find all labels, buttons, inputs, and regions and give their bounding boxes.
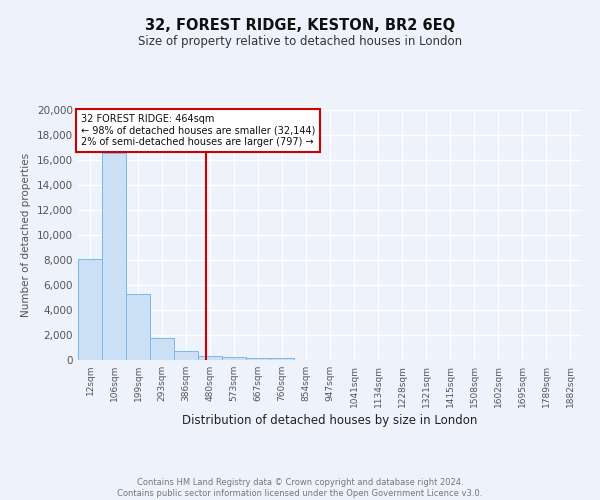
Text: Contains HM Land Registry data © Crown copyright and database right 2024.
Contai: Contains HM Land Registry data © Crown c… [118, 478, 482, 498]
Text: Size of property relative to detached houses in London: Size of property relative to detached ho… [138, 35, 462, 48]
Text: 32, FOREST RIDGE, KESTON, BR2 6EQ: 32, FOREST RIDGE, KESTON, BR2 6EQ [145, 18, 455, 32]
Y-axis label: Number of detached properties: Number of detached properties [22, 153, 31, 317]
Bar [222, 357, 246, 360]
Bar [198, 356, 222, 360]
Bar [174, 350, 198, 360]
Text: 32 FOREST RIDGE: 464sqm
← 98% of detached houses are smaller (32,144)
2% of semi: 32 FOREST RIDGE: 464sqm ← 98% of detache… [80, 114, 315, 147]
Bar [150, 338, 174, 360]
Bar [102, 152, 126, 360]
X-axis label: Distribution of detached houses by size in London: Distribution of detached houses by size … [182, 414, 478, 427]
Bar [270, 358, 294, 360]
Bar [246, 358, 270, 360]
Bar [126, 294, 150, 360]
Bar [78, 259, 102, 360]
